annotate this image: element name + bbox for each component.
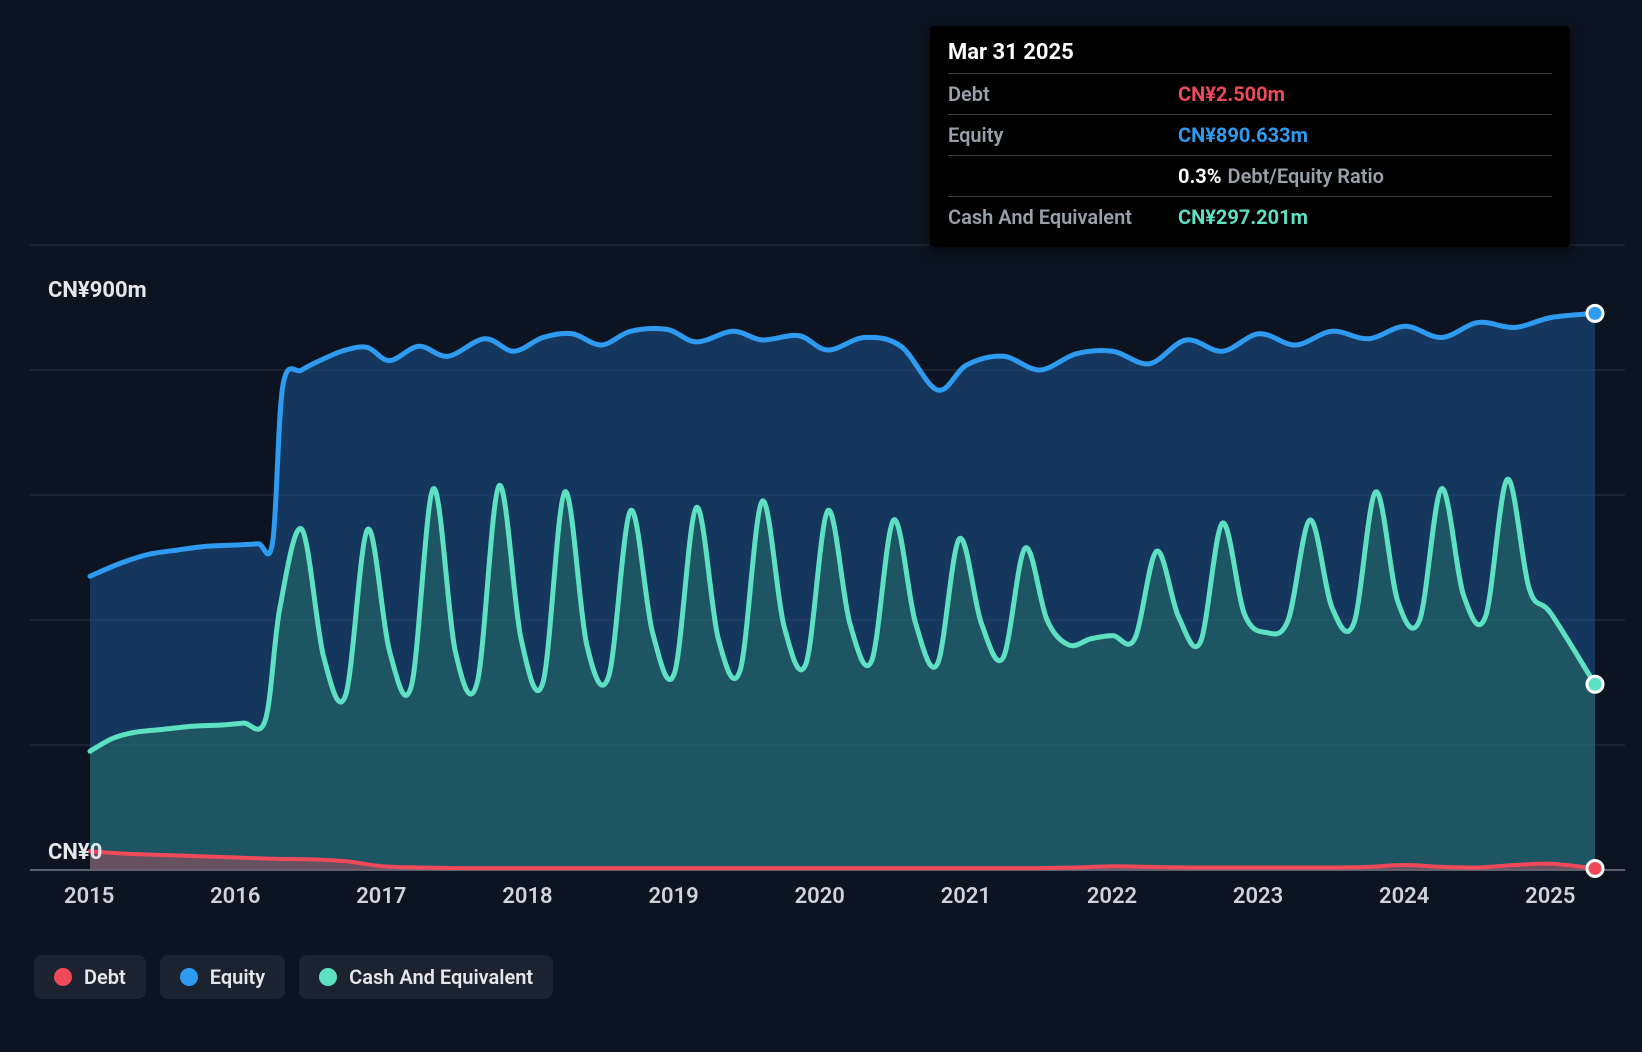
x-axis-label: 2018	[502, 884, 552, 909]
tooltip-row-label: Debt	[948, 82, 1178, 106]
tooltip-date: Mar 31 2025	[948, 40, 1552, 73]
x-axis-label: 2022	[1087, 884, 1137, 909]
legend-item[interactable]: Equity	[160, 955, 285, 999]
tooltip-row-label: Cash And Equivalent	[948, 205, 1178, 229]
tooltip-row: 0.3%Debt/Equity Ratio	[948, 155, 1552, 196]
legend-item-label: Debt	[84, 965, 126, 989]
x-axis-label: 2017	[356, 884, 406, 909]
x-axis-label: 2024	[1379, 884, 1429, 909]
chart-legend: Debt Equity Cash And Equivalent	[34, 955, 553, 999]
legend-item-label: Cash And Equivalent	[349, 965, 533, 989]
x-axis-label: 2021	[941, 884, 991, 909]
tooltip-row-value: CN¥297.201m	[1178, 205, 1308, 229]
legend-item[interactable]: Cash And Equivalent	[299, 955, 553, 999]
tooltip-ratio: 0.3%Debt/Equity Ratio	[1178, 164, 1384, 188]
legend-dot-icon	[180, 968, 198, 986]
tooltip-row: EquityCN¥890.633m	[948, 114, 1552, 155]
x-axis-label: 2016	[210, 884, 260, 909]
tooltip-row-value: CN¥2.500m	[1178, 82, 1285, 106]
tooltip-row: DebtCN¥2.500m	[948, 73, 1552, 114]
y-axis-label: CN¥900m	[48, 278, 147, 303]
x-axis-label: 2025	[1525, 884, 1575, 909]
hover-tooltip: Mar 31 2025 DebtCN¥2.500mEquityCN¥890.63…	[930, 26, 1570, 247]
legend-dot-icon	[319, 968, 337, 986]
tooltip-row: Cash And EquivalentCN¥297.201m	[948, 196, 1552, 237]
x-axis-label: 2019	[648, 884, 698, 909]
legend-dot-icon	[54, 968, 72, 986]
tooltip-row-label	[948, 164, 1178, 188]
y-axis-label: CN¥0	[48, 840, 102, 865]
x-axis-label: 2020	[795, 884, 845, 909]
financial-chart: CN¥0 CN¥900m 2015 2016 2017 2018 2019 2020 2021…	[0, 0, 1642, 1052]
x-axis-label: 2015	[64, 884, 114, 909]
legend-item[interactable]: Debt	[34, 955, 146, 999]
x-axis-label: 2023	[1233, 884, 1283, 909]
legend-item-label: Equity	[210, 965, 265, 989]
tooltip-row-value: CN¥890.633m	[1178, 123, 1308, 147]
tooltip-row-label: Equity	[948, 123, 1178, 147]
